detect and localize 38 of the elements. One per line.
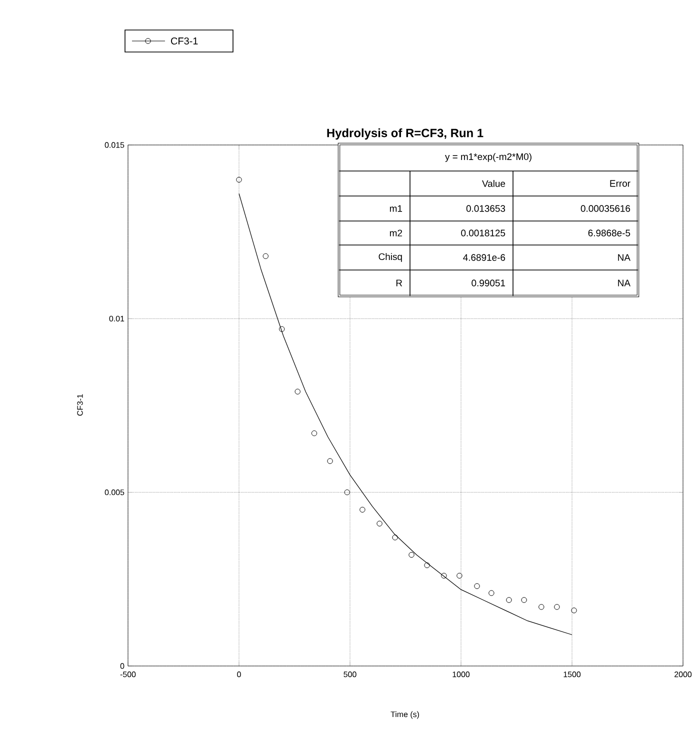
point bbox=[278, 326, 285, 332]
point bbox=[521, 597, 527, 603]
annotation: 4.6891e-6 bbox=[462, 254, 505, 261]
point bbox=[554, 604, 560, 610]
point bbox=[440, 572, 447, 579]
annotation: 0.99051 bbox=[472, 280, 505, 286]
legend-label: CF3-1 bbox=[170, 37, 198, 45]
annotation: 0.013653 bbox=[466, 205, 505, 212]
point bbox=[571, 608, 577, 614]
point bbox=[456, 572, 462, 579]
point bbox=[488, 590, 494, 596]
point bbox=[538, 604, 544, 610]
point bbox=[359, 506, 366, 513]
point bbox=[262, 253, 268, 259]
point bbox=[344, 489, 350, 496]
annotation: y = m1*exp(-m2*M0) bbox=[444, 153, 532, 162]
point bbox=[424, 562, 430, 568]
point bbox=[294, 388, 300, 394]
point bbox=[408, 552, 414, 558]
annotation: 0.0018125 bbox=[461, 230, 505, 236]
point bbox=[474, 583, 480, 589]
annotation: Chisq bbox=[378, 253, 402, 262]
annotation: Value bbox=[482, 180, 505, 187]
annotation: 6.9868e-5 bbox=[588, 230, 630, 236]
chart-title: Hydrolysis of R=CF3, Run 1 bbox=[327, 128, 484, 140]
annotation: NA bbox=[618, 254, 630, 261]
annotation: NA bbox=[618, 280, 630, 286]
point bbox=[311, 430, 318, 436]
annotation: R bbox=[396, 280, 402, 286]
annotation: 0.00035616 bbox=[580, 205, 630, 212]
point bbox=[392, 534, 398, 540]
point bbox=[376, 520, 382, 526]
point bbox=[327, 458, 333, 464]
annotation: m2 bbox=[390, 230, 402, 236]
point bbox=[236, 176, 242, 183]
annotation: Error bbox=[610, 180, 630, 187]
annotation: m1 bbox=[390, 205, 402, 212]
point bbox=[506, 597, 512, 603]
